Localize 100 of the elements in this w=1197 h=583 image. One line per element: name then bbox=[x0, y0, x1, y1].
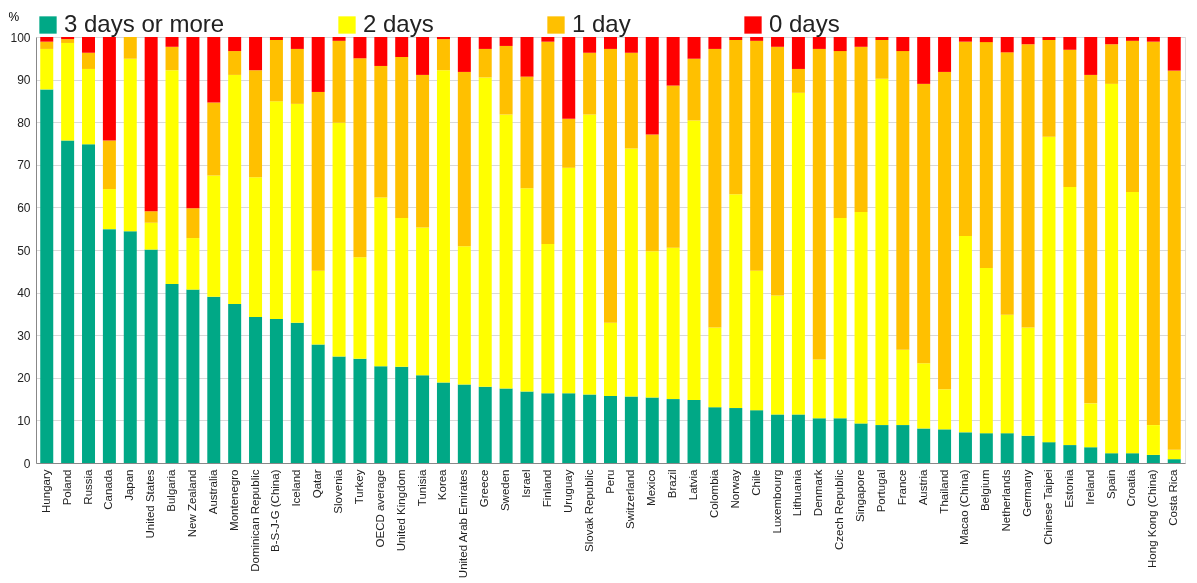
bar bbox=[102, 189, 116, 230]
bar bbox=[729, 194, 743, 409]
bar bbox=[958, 37, 972, 42]
bar bbox=[311, 91, 325, 271]
bar bbox=[875, 425, 889, 463]
bar bbox=[165, 37, 179, 47]
bar bbox=[624, 148, 638, 397]
bar bbox=[520, 188, 534, 392]
y-tick-label: 70 bbox=[17, 158, 31, 173]
bar bbox=[1105, 37, 1119, 45]
bar bbox=[395, 218, 409, 367]
x-tick-label: B-S-J-G (China) bbox=[269, 469, 282, 552]
bar bbox=[833, 37, 847, 52]
bar bbox=[1146, 41, 1160, 426]
bar bbox=[82, 144, 96, 463]
x-tick-label: Czech Republic bbox=[833, 469, 846, 551]
bar bbox=[520, 37, 534, 77]
bar bbox=[311, 344, 325, 463]
bar bbox=[624, 52, 638, 149]
bar bbox=[353, 257, 367, 359]
y-tick-label: 10 bbox=[17, 413, 31, 428]
bar bbox=[812, 48, 826, 360]
bar bbox=[938, 389, 952, 430]
bar bbox=[499, 114, 513, 389]
bar bbox=[40, 41, 54, 49]
bar bbox=[896, 425, 910, 463]
bar bbox=[666, 399, 680, 463]
bar bbox=[436, 70, 450, 383]
x-tick-label: Slovak Republic bbox=[582, 469, 595, 552]
x-tick-label: Poland bbox=[60, 469, 73, 506]
x-tick-label: Colombia bbox=[707, 468, 720, 519]
bar bbox=[583, 37, 597, 53]
bar bbox=[875, 78, 889, 426]
y-tick-label: 30 bbox=[17, 328, 31, 343]
bar bbox=[979, 37, 993, 43]
bar bbox=[708, 37, 722, 49]
bar bbox=[249, 70, 263, 178]
bar bbox=[1105, 44, 1119, 84]
x-tick-label: Canada bbox=[102, 468, 115, 510]
bar bbox=[374, 366, 388, 463]
bar bbox=[833, 418, 847, 463]
bar bbox=[228, 304, 242, 463]
x-tick-label: Thailand bbox=[937, 469, 950, 514]
bar bbox=[102, 37, 116, 141]
bar bbox=[1000, 52, 1014, 315]
legend-label: 1 day bbox=[572, 10, 631, 37]
bar bbox=[541, 37, 555, 42]
bar bbox=[40, 48, 54, 90]
bar bbox=[1146, 37, 1160, 42]
bar bbox=[645, 397, 659, 463]
bar bbox=[478, 77, 492, 387]
bar bbox=[729, 39, 743, 195]
y-tick-label: 20 bbox=[17, 371, 31, 386]
bar bbox=[249, 37, 263, 71]
x-tick-label: Greece bbox=[478, 469, 491, 508]
bar bbox=[457, 384, 471, 463]
bar bbox=[729, 37, 743, 40]
x-tick-label: Uruguay bbox=[561, 469, 574, 513]
bar bbox=[896, 51, 910, 350]
bar bbox=[40, 89, 54, 463]
bar bbox=[144, 222, 158, 250]
y-axis-title: % bbox=[8, 9, 20, 24]
bar bbox=[979, 42, 993, 268]
bar bbox=[1146, 454, 1160, 463]
bar bbox=[791, 414, 805, 463]
bar bbox=[416, 37, 430, 75]
x-tick-label: Denmark bbox=[812, 469, 825, 517]
bar bbox=[624, 37, 638, 53]
bar bbox=[979, 267, 993, 434]
bar bbox=[583, 394, 597, 463]
bar bbox=[1021, 435, 1035, 463]
x-tick-label: Tunisia bbox=[415, 468, 428, 507]
bar bbox=[1021, 327, 1035, 436]
bar bbox=[144, 37, 158, 212]
bar bbox=[771, 46, 785, 296]
legend-label: 0 days bbox=[769, 10, 840, 37]
x-tick-label: Russia bbox=[81, 468, 94, 505]
bar bbox=[875, 37, 889, 40]
bar bbox=[1063, 186, 1077, 446]
bar bbox=[917, 37, 931, 84]
bar bbox=[290, 103, 304, 323]
bar bbox=[562, 118, 576, 168]
bar bbox=[1125, 37, 1139, 41]
bar bbox=[687, 37, 701, 59]
bar bbox=[1063, 37, 1077, 50]
bar bbox=[332, 122, 346, 357]
bar bbox=[269, 39, 283, 102]
bar bbox=[791, 37, 805, 69]
bar bbox=[436, 382, 450, 463]
bar bbox=[750, 410, 764, 463]
bar bbox=[61, 140, 75, 463]
bar bbox=[1084, 403, 1098, 448]
bar bbox=[1063, 445, 1077, 463]
bar bbox=[311, 37, 325, 92]
x-tick-label: Macao (China) bbox=[958, 469, 971, 545]
bar bbox=[604, 37, 617, 49]
bar bbox=[353, 37, 367, 59]
legend-label: 3 days or more bbox=[64, 10, 225, 37]
x-tick-label: Austria bbox=[916, 468, 929, 506]
bar bbox=[436, 37, 450, 40]
